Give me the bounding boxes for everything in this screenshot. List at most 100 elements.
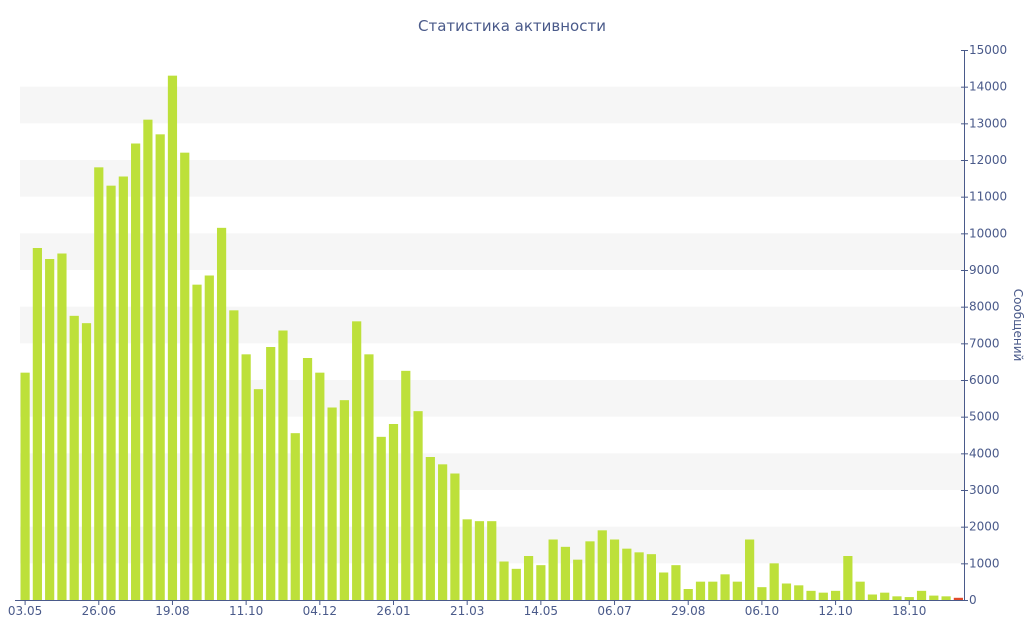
bar bbox=[646, 554, 656, 600]
bar bbox=[57, 253, 67, 600]
bar bbox=[732, 581, 742, 600]
chart-title: Статистика активности bbox=[418, 17, 606, 35]
bar bbox=[499, 561, 509, 600]
bar bbox=[683, 589, 693, 600]
bar bbox=[745, 539, 755, 600]
bar bbox=[69, 315, 79, 600]
x-tick-label: 06.10 bbox=[745, 604, 779, 618]
bar bbox=[401, 370, 411, 600]
x-tick-label: 18.10 bbox=[892, 604, 926, 618]
grid-bands bbox=[20, 86, 964, 564]
x-tick-label: 21.03 bbox=[450, 604, 484, 618]
grid-band bbox=[20, 306, 964, 344]
bar bbox=[536, 565, 546, 600]
bar bbox=[339, 400, 349, 600]
y-tick-label: 12000 bbox=[969, 153, 1007, 167]
bar bbox=[511, 568, 521, 600]
bar bbox=[204, 275, 214, 600]
grid-band bbox=[20, 86, 964, 124]
y-tick-label: 1000 bbox=[969, 556, 1000, 570]
bar bbox=[622, 548, 632, 600]
bar bbox=[167, 75, 178, 600]
y-tick-label: 9000 bbox=[969, 263, 1000, 277]
bar bbox=[413, 411, 423, 600]
y-tick-label: 14000 bbox=[969, 80, 1007, 94]
bar bbox=[118, 176, 128, 600]
y-axis-title: Сообщений bbox=[1011, 289, 1024, 362]
bar bbox=[20, 372, 30, 600]
axes: 0 1000 2000 3000 4000 5000 6000 7000 8000 9000 100… bbox=[8, 43, 1007, 618]
y-tick-label: 15000 bbox=[969, 43, 1007, 57]
bar bbox=[671, 565, 681, 600]
y-tick-label: 5000 bbox=[969, 410, 1000, 424]
bar bbox=[953, 597, 963, 600]
x-tick-label: 29.08 bbox=[671, 604, 705, 618]
bar bbox=[364, 354, 374, 600]
bar bbox=[81, 323, 92, 600]
bar bbox=[867, 594, 878, 600]
x-tick-label: 14.05 bbox=[524, 604, 558, 618]
y-tick-label: 7000 bbox=[969, 336, 1000, 350]
x-tick-label: 26.06 bbox=[82, 604, 116, 618]
bar bbox=[278, 330, 288, 600]
y-tick-label: 2000 bbox=[969, 520, 1000, 534]
bar bbox=[708, 581, 718, 600]
bar bbox=[843, 556, 853, 600]
grid-band bbox=[20, 453, 964, 490]
bar bbox=[523, 556, 534, 600]
bar bbox=[425, 457, 435, 600]
bars bbox=[20, 75, 963, 601]
x-tick-label: 26.01 bbox=[376, 604, 410, 618]
bar bbox=[487, 521, 497, 600]
bar bbox=[216, 227, 227, 601]
y-tick-label: 0 bbox=[969, 593, 977, 607]
bar bbox=[388, 424, 399, 600]
bar bbox=[634, 552, 644, 600]
x-tick-label: 11.10 bbox=[229, 604, 263, 618]
y-tick-label: 13000 bbox=[969, 116, 1007, 130]
bar bbox=[585, 541, 595, 600]
y-tick-label: 4000 bbox=[969, 446, 1000, 460]
bar bbox=[106, 185, 116, 600]
bar bbox=[180, 152, 190, 600]
bar bbox=[781, 583, 792, 600]
bar bbox=[229, 310, 239, 600]
x-tick-label: 12.10 bbox=[818, 604, 852, 618]
bar bbox=[597, 530, 607, 600]
bar bbox=[266, 347, 276, 600]
x-tick-label: 03.05 bbox=[8, 604, 42, 618]
bar bbox=[904, 597, 914, 600]
bar bbox=[94, 167, 104, 601]
bar bbox=[462, 519, 472, 600]
bar bbox=[806, 590, 816, 600]
bar bbox=[155, 134, 165, 601]
y-tick-label: 3000 bbox=[969, 483, 1000, 497]
bar bbox=[892, 596, 902, 600]
bar bbox=[450, 473, 460, 600]
bar bbox=[855, 581, 865, 600]
bar bbox=[302, 358, 313, 600]
bar bbox=[720, 574, 730, 600]
grid-band bbox=[20, 233, 964, 270]
bar bbox=[659, 572, 669, 600]
bar bbox=[192, 284, 202, 600]
bar bbox=[290, 433, 300, 600]
bar bbox=[315, 372, 325, 600]
x-tick-label: 06.07 bbox=[597, 604, 631, 618]
bar bbox=[376, 436, 386, 600]
x-tick-label: 04.12 bbox=[303, 604, 337, 618]
y-tick-label: 11000 bbox=[969, 190, 1007, 204]
bar bbox=[45, 259, 55, 600]
bar bbox=[131, 143, 141, 600]
bar bbox=[327, 407, 337, 600]
bar bbox=[241, 354, 251, 600]
bar bbox=[830, 590, 841, 600]
y-tick-label: 8000 bbox=[969, 300, 1000, 314]
bar bbox=[818, 592, 828, 600]
bar bbox=[32, 248, 42, 600]
bar bbox=[929, 595, 939, 600]
grid-band bbox=[20, 380, 964, 417]
bar bbox=[941, 596, 951, 600]
bar bbox=[695, 581, 706, 600]
